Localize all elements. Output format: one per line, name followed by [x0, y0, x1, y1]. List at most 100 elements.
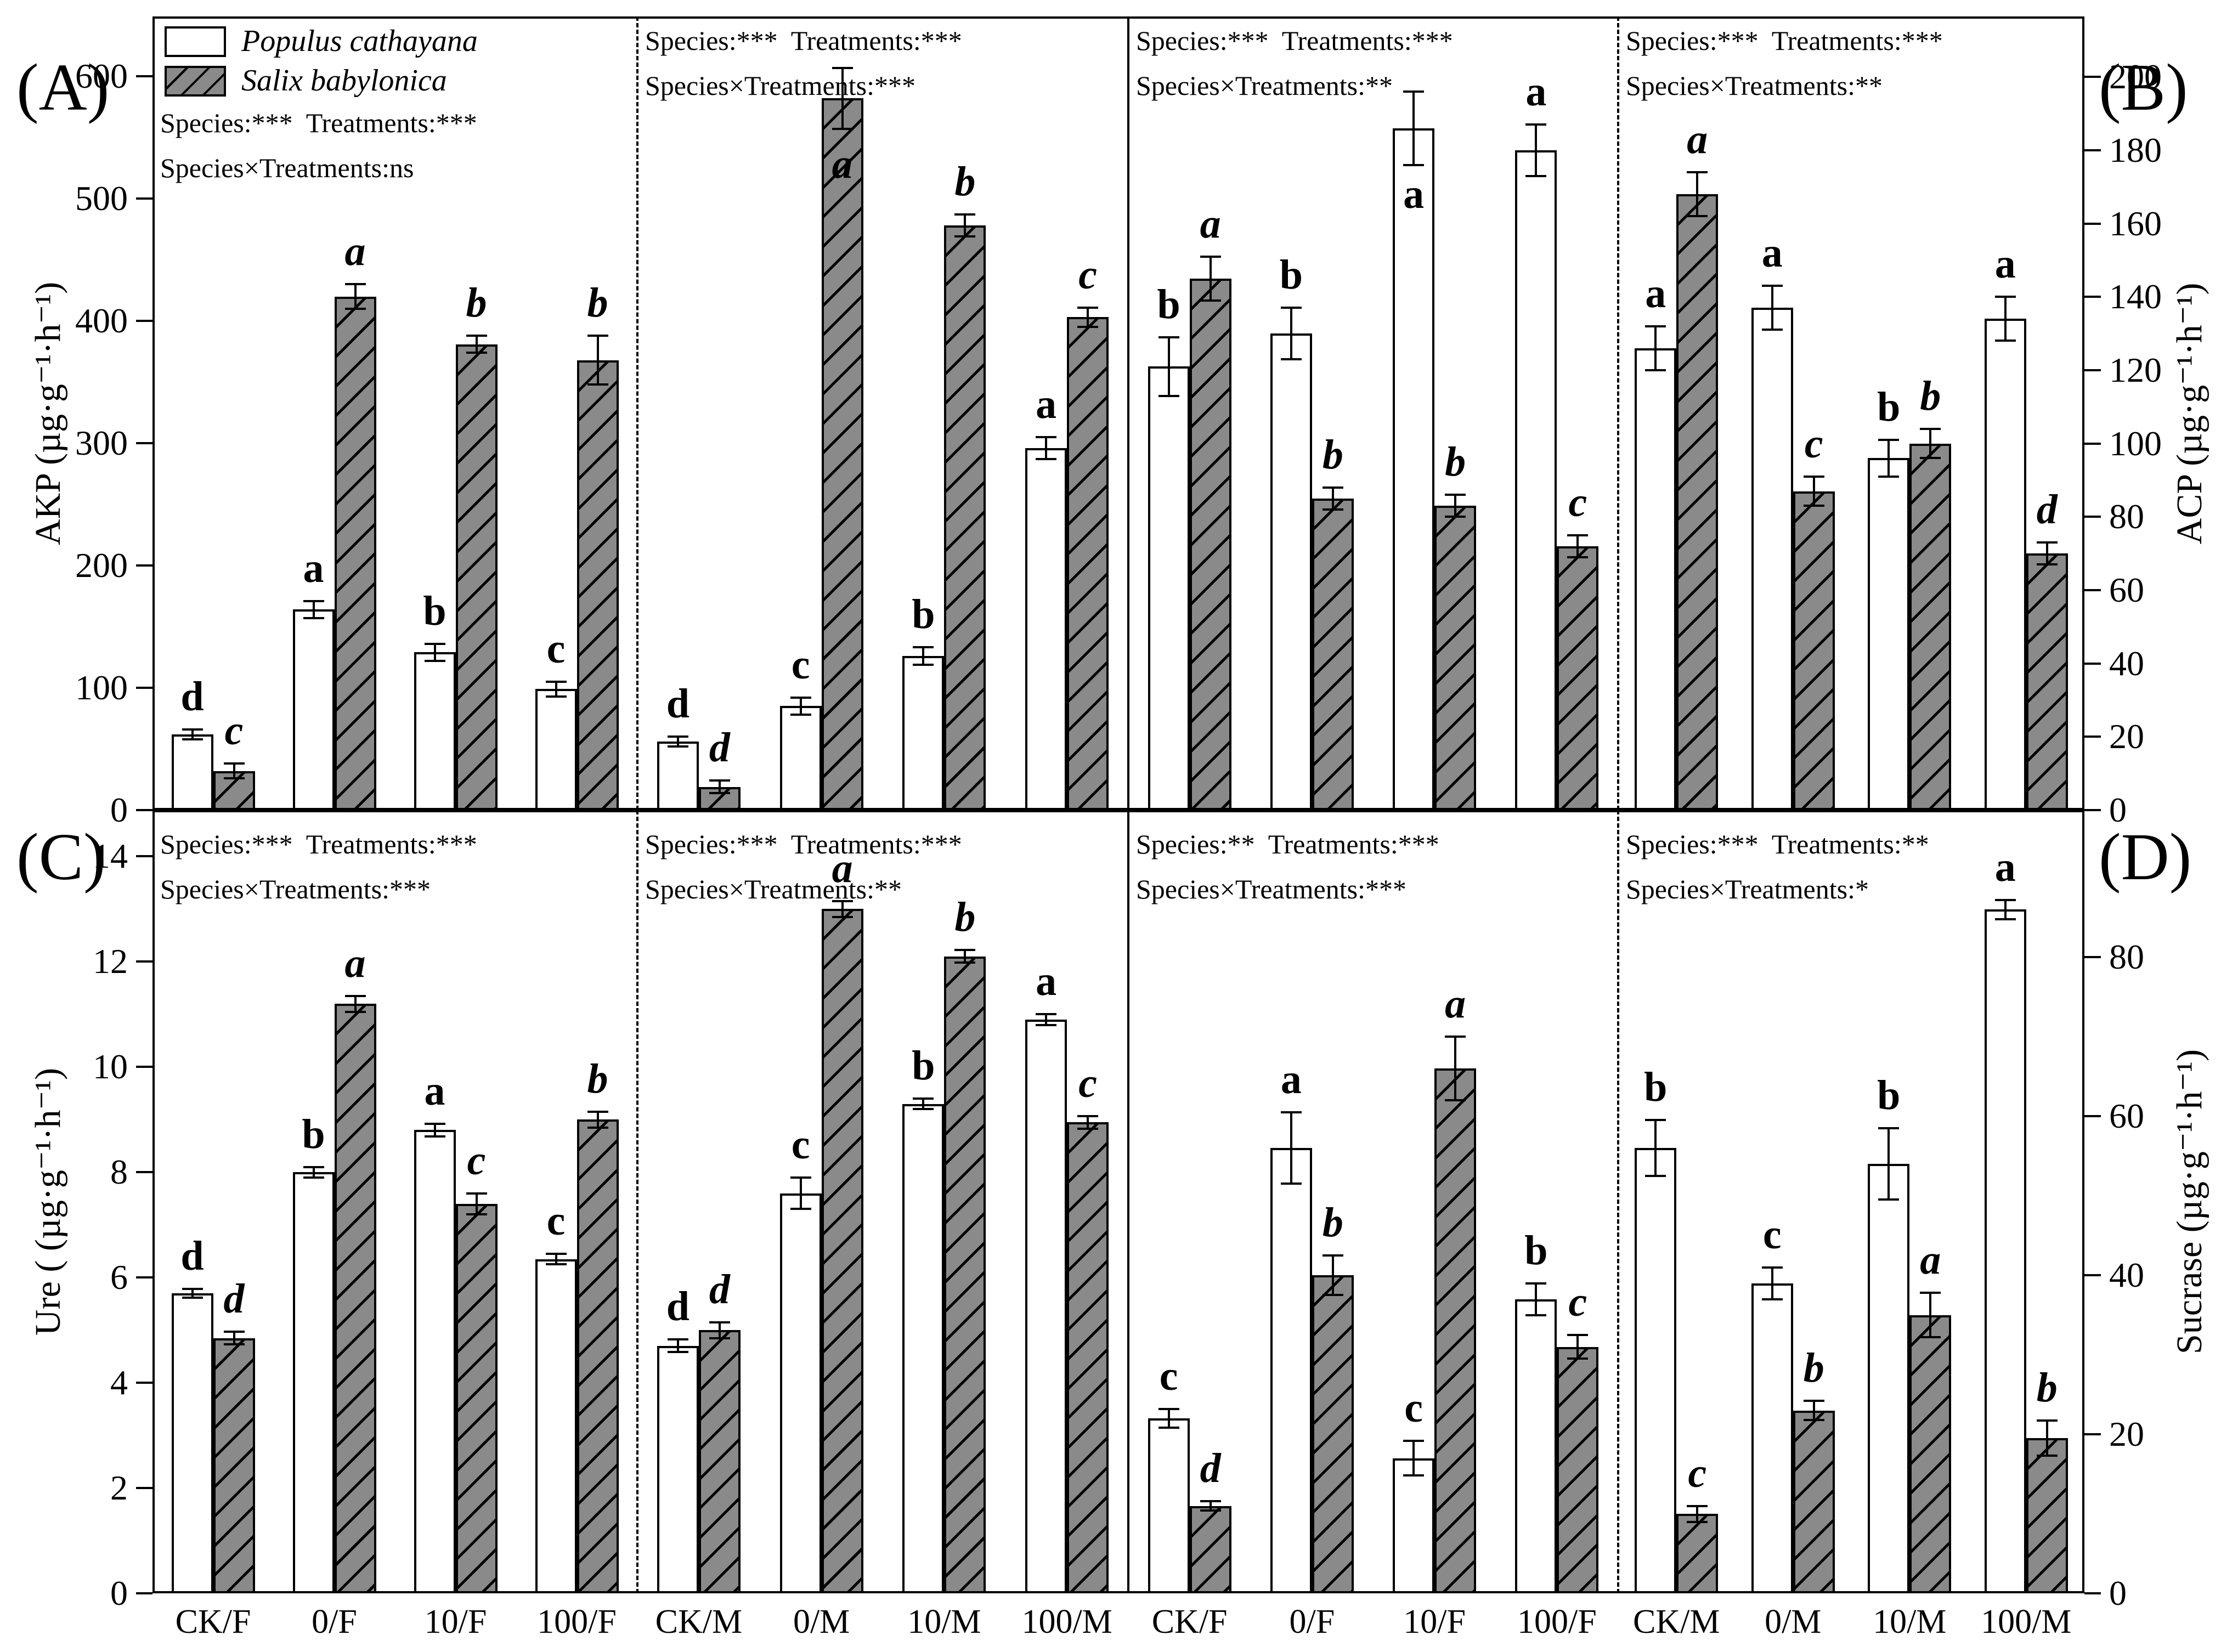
error-bar-cap-top	[344, 283, 366, 286]
error-bar-cap-top	[182, 1288, 203, 1291]
error-bar-cap-bottom	[1036, 458, 1057, 461]
y-tick-label-A: 300	[75, 423, 128, 463]
error-bar	[1535, 1283, 1538, 1315]
treatment-divider-dashed	[636, 16, 638, 810]
plot-area-row1	[152, 810, 2084, 1593]
bar-salix-0-M	[821, 98, 863, 810]
error-bar	[1887, 1128, 1890, 1200]
y-tick-label-A: 200	[75, 546, 128, 585]
y-tick-D	[2084, 1115, 2101, 1118]
error-bar-cap-top	[1322, 1254, 1343, 1257]
significance-letter: c	[1078, 1060, 1097, 1106]
error-bar-cap-top	[1803, 475, 1824, 478]
error-bar	[1087, 307, 1089, 327]
significance-letter: a	[344, 940, 366, 986]
bar-salix-100-F	[577, 1119, 619, 1593]
error-bar-cap-top	[832, 66, 853, 69]
bar-populus-CK-M	[657, 742, 699, 810]
error-bar	[1576, 1334, 1579, 1359]
error-bar	[1929, 1292, 1932, 1338]
error-bar-cap-top	[1525, 123, 1547, 126]
bar-populus-CK-F	[1148, 1418, 1190, 1593]
y-tick-B	[2084, 516, 2101, 518]
significance-letter: b	[954, 894, 976, 941]
bar-salix-100-M	[2026, 1438, 2068, 1593]
stats-interaction: Species×Treatments:***	[1136, 874, 1406, 904]
stats-species-treatments: Species:*** Treatments:***	[645, 829, 962, 859]
legend-label-salix: Salix babylonica	[241, 64, 447, 98]
error-bar-cap-top	[1525, 1282, 1547, 1285]
error-bar-cap-top	[182, 728, 203, 731]
error-bar-cap-bottom	[709, 1337, 730, 1339]
significance-letter: b	[587, 1055, 608, 1102]
error-bar	[1045, 1014, 1048, 1025]
error-bar-cap-bottom	[1077, 1127, 1099, 1130]
y-tick-A	[136, 687, 152, 689]
bar-populus-CK-F	[171, 734, 213, 810]
y-tick-B	[2084, 76, 2101, 78]
error-bar	[1535, 125, 1538, 176]
error-bar-cap-bottom	[466, 352, 487, 354]
error-bar-cap-top	[1280, 307, 1302, 309]
error-bar	[2004, 297, 2007, 341]
y-axis-title-A: AKP (µg·g⁻¹·h⁻¹)	[28, 281, 68, 545]
error-bar-cap-bottom	[1158, 1427, 1179, 1429]
x-tick-label: 10/F	[424, 1603, 487, 1640]
y-tick-C	[136, 1276, 152, 1279]
stats-interaction: Species×Treatments:***	[160, 874, 431, 904]
y-tick-A	[136, 320, 152, 323]
error-bar-cap-bottom	[182, 738, 203, 740]
error-bar-cap-top	[1878, 438, 1900, 441]
bar-salix-CK-F	[213, 1338, 255, 1593]
error-bar-cap-top	[545, 1253, 567, 1255]
panel-divider-solid	[1127, 16, 1129, 810]
error-bar	[1045, 437, 1048, 460]
error-bar-cap-bottom	[790, 1208, 811, 1210]
error-bar-cap-top	[1158, 1407, 1179, 1410]
bar-populus-100-M	[1025, 448, 1067, 810]
bar-salix-100-F	[1557, 1347, 1599, 1593]
significance-letter: c	[791, 1121, 810, 1168]
significance-letter: b	[466, 279, 487, 326]
significance-letter: b	[1322, 1199, 1343, 1246]
error-bar-cap-bottom	[954, 235, 976, 238]
error-bar-cap-bottom	[954, 961, 976, 964]
error-bar-cap-bottom	[1322, 508, 1343, 511]
significance-letter: c	[546, 1198, 566, 1244]
error-bar	[1771, 1267, 1773, 1299]
significance-letter: a	[1687, 116, 1708, 163]
y-tick-A	[136, 442, 152, 445]
error-bar-cap-top	[1403, 90, 1425, 93]
error-bar	[1654, 1120, 1657, 1176]
bar-salix-CK-M	[1676, 194, 1719, 810]
error-bar-cap-top	[424, 642, 445, 645]
error-bar-cap-bottom	[667, 745, 688, 748]
error-bar	[475, 1193, 478, 1215]
significance-letter: a	[1920, 1236, 1941, 1283]
significance-letter: c	[1159, 1353, 1178, 1399]
significance-letter: a	[1445, 981, 1466, 1027]
error-bar	[354, 284, 357, 309]
error-bar-cap-bottom	[1280, 358, 1302, 360]
bar-populus-100-M	[1984, 909, 2026, 1593]
treatment-divider-dashed	[636, 810, 638, 1593]
bar-populus-100-F	[1515, 150, 1557, 810]
error-bar	[676, 737, 679, 747]
error-bar	[1167, 1408, 1170, 1428]
error-bar-cap-top	[1158, 336, 1179, 338]
significance-letter: b	[1877, 1072, 1901, 1118]
bar-populus-10-F	[1393, 128, 1435, 810]
y-tick-label-D: 20	[2109, 1415, 2144, 1454]
x-tick-label: CK/M	[1633, 1603, 1720, 1640]
bar-populus-0-F	[1270, 1148, 1312, 1593]
error-bar-cap-bottom	[344, 1010, 366, 1013]
bar-salix-0-F	[1312, 1275, 1354, 1593]
y-axis-title-B: ACP (µg·g⁻¹·h⁻¹)	[2169, 282, 2209, 544]
error-bar-cap-top	[1567, 1333, 1589, 1336]
error-bar-cap-top	[1403, 1439, 1425, 1442]
panel-label-D: (D)	[2099, 820, 2192, 894]
stats-species-treatments: Species:*** Treatments:***	[1626, 25, 1943, 56]
panel-label-B: (B)	[2099, 50, 2188, 125]
bar-populus-10-M	[1868, 458, 1910, 810]
significance-letter: b	[1524, 1227, 1548, 1274]
